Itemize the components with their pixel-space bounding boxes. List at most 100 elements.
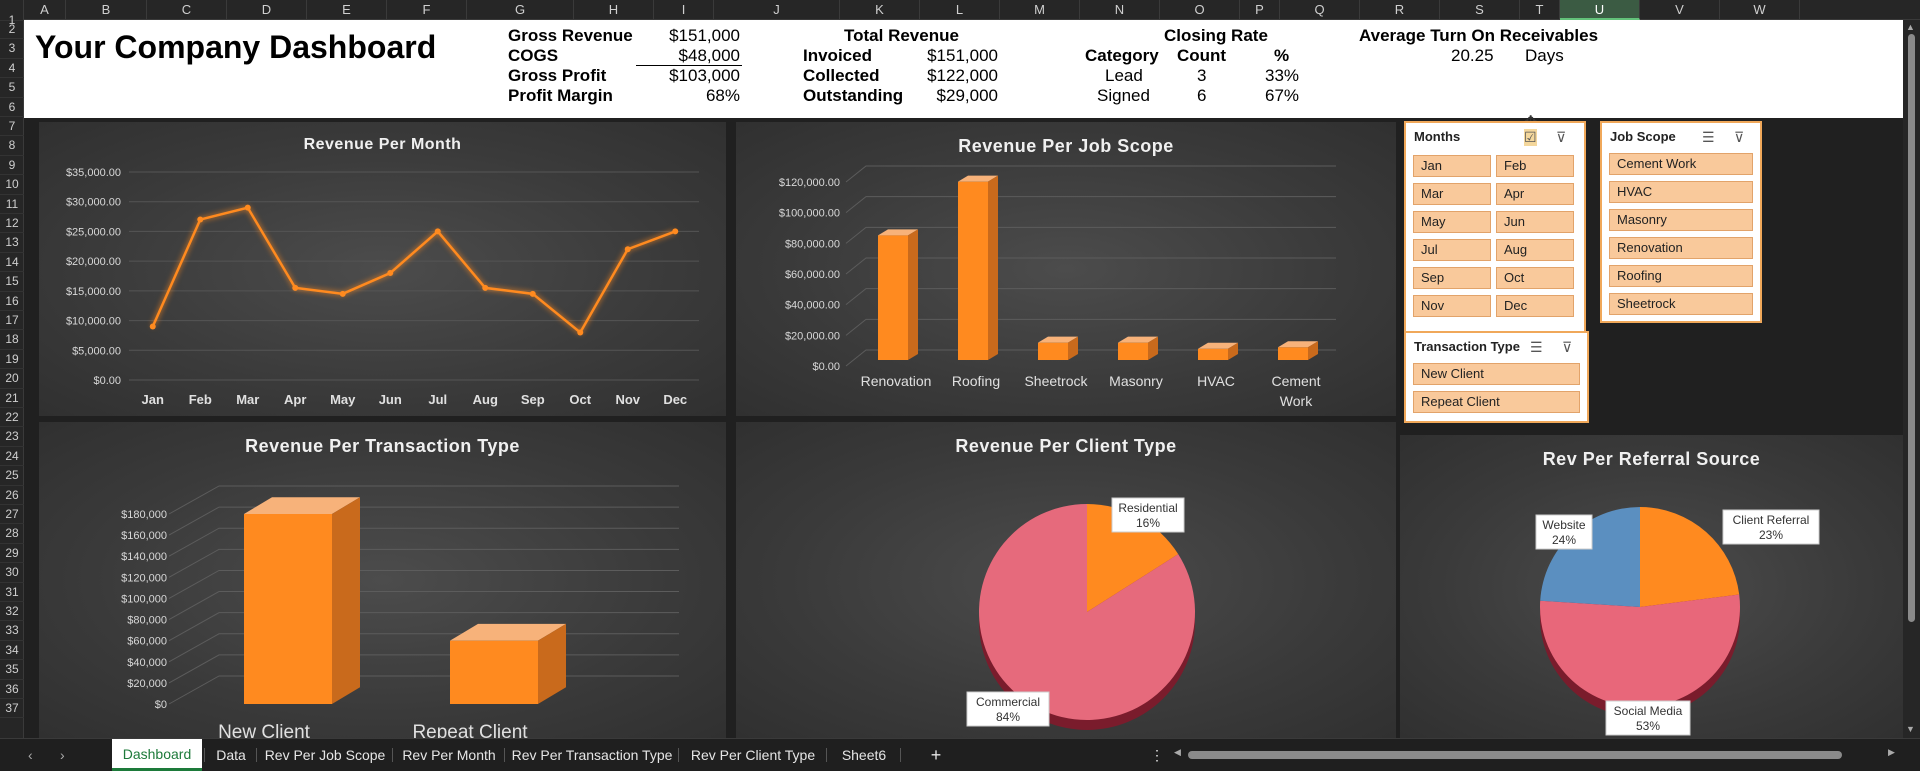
row-header-4[interactable]: 4 <box>0 59 24 79</box>
next-sheet-icon[interactable]: › <box>60 747 65 763</box>
month-option-sep[interactable]: Sep <box>1413 267 1491 289</box>
multi-select-icon[interactable]: ☰ <box>1530 339 1543 355</box>
column-header-s[interactable]: S <box>1440 0 1520 20</box>
month-option-feb[interactable]: Feb <box>1496 155 1574 177</box>
month-option-aug[interactable]: Aug <box>1496 239 1574 261</box>
row-header-23[interactable]: 23 <box>0 427 24 447</box>
revenue-per-transaction-chart[interactable]: Revenue Per Transaction Type $180,000 $16… <box>39 422 726 738</box>
row-header-7[interactable]: 7 <box>0 117 24 137</box>
row-header-34[interactable]: 34 <box>0 641 24 661</box>
column-header-l[interactable]: L <box>920 0 1000 20</box>
scroll-left-icon[interactable]: ◀ <box>1174 747 1181 757</box>
month-option-mar[interactable]: Mar <box>1413 183 1491 205</box>
row-header-22[interactable]: 22 <box>0 408 24 428</box>
row-header-14[interactable]: 14 <box>0 253 24 273</box>
row-header-27[interactable]: 27 <box>0 505 24 525</box>
revenue-per-job-scope-chart[interactable]: Revenue Per Job Scope $120,000.00 $100,00… <box>736 122 1396 416</box>
row-header-31[interactable]: 31 <box>0 583 24 602</box>
multi-select-icon[interactable]: ☰ <box>1702 129 1715 145</box>
column-header-f[interactable]: F <box>387 0 467 20</box>
transaction-option-repeat-client[interactable]: Repeat Client <box>1413 391 1580 413</box>
column-header-b[interactable]: B <box>66 0 147 20</box>
row-header-3[interactable]: 3 <box>0 39 24 59</box>
row-header-9[interactable]: 9 <box>0 156 24 176</box>
row-header-29[interactable]: 29 <box>0 544 24 564</box>
job-scope-option-roofing[interactable]: Roofing <box>1609 265 1753 287</box>
row-header-24[interactable]: 24 <box>0 447 24 467</box>
row-header-33[interactable]: 33 <box>0 621 24 641</box>
month-option-apr[interactable]: Apr <box>1496 183 1574 205</box>
job-scope-option-hvac[interactable]: HVAC <box>1609 181 1753 203</box>
select-all-corner[interactable] <box>0 0 24 20</box>
prev-sheet-icon[interactable]: ‹ <box>28 747 33 763</box>
column-header-n[interactable]: N <box>1080 0 1160 20</box>
add-sheet-icon[interactable]: + <box>930 745 942 765</box>
row-header-32[interactable]: 32 <box>0 602 24 622</box>
column-header-d[interactable]: D <box>227 0 307 20</box>
sheet-tab-data[interactable]: Data <box>216 747 246 763</box>
row-header-2[interactable]: 2 <box>0 20 24 40</box>
column-header-r[interactable]: R <box>1360 0 1440 20</box>
column-header-k[interactable]: K <box>840 0 920 20</box>
column-header-v[interactable]: V <box>1640 0 1720 20</box>
row-header-10[interactable]: 10 <box>0 175 24 195</box>
month-option-jul[interactable]: Jul <box>1413 239 1491 261</box>
job-scope-option-renovation[interactable]: Renovation <box>1609 237 1753 259</box>
column-header-m[interactable]: M <box>1000 0 1080 20</box>
row-header-37[interactable]: 37 <box>0 699 24 719</box>
row-header-1[interactable]: 1 <box>0 14 24 26</box>
month-option-dec[interactable]: Dec <box>1496 295 1574 317</box>
row-header-20[interactable]: 20 <box>0 369 24 389</box>
job-scope-option-sheetrock[interactable]: Sheetrock <box>1609 293 1753 315</box>
sheet-tab-rev-per-job-scope[interactable]: Rev Per Job Scope <box>264 747 386 763</box>
column-header-p[interactable]: P <box>1240 0 1280 20</box>
column-header-g[interactable]: G <box>467 0 574 20</box>
horizontal-scroll-thumb[interactable] <box>1188 751 1842 759</box>
horizontal-scrollbar[interactable]: ◀ ▶ <box>1174 747 1898 761</box>
row-header-36[interactable]: 36 <box>0 680 24 699</box>
row-header-13[interactable]: 13 <box>0 233 24 253</box>
revenue-per-month-chart[interactable]: Revenue Per Month $35,000.00 $30,000.00 $2… <box>39 122 726 416</box>
revenue-per-client-chart[interactable]: Revenue Per Client Type Residential 16% Co… <box>736 422 1396 738</box>
row-header-17[interactable]: 17 <box>0 311 24 331</box>
clear-filter-icon[interactable]: ⊽ <box>1562 339 1573 355</box>
vertical-scroll-thumb[interactable] <box>1908 34 1915 622</box>
column-header-t[interactable]: T <box>1520 0 1560 20</box>
row-header-5[interactable]: 5 <box>0 78 24 98</box>
row-header-26[interactable]: 26 <box>0 486 24 505</box>
row-header-19[interactable]: 19 <box>0 350 24 370</box>
month-option-jun[interactable]: Jun <box>1496 211 1574 233</box>
row-header-21[interactable]: 21 <box>0 389 24 408</box>
column-header-c[interactable]: C <box>147 0 227 20</box>
sheet-tab-rev-per-month[interactable]: Rev Per Month <box>402 747 496 763</box>
row-header-16[interactable]: 16 <box>0 292 24 311</box>
job-scope-slicer[interactable]: Job Scope ☰ ⊽ Cement Work HVAC Masonry Reno… <box>1600 121 1762 323</box>
row-header-30[interactable]: 30 <box>0 563 24 583</box>
row-header-15[interactable]: 15 <box>0 272 24 292</box>
transaction-option-new-client[interactable]: New Client <box>1413 363 1580 385</box>
sheet-tab-sheet6[interactable]: Sheet6 <box>841 747 887 763</box>
scroll-right-icon[interactable]: ▶ <box>1888 747 1895 757</box>
sheet-tab-dashboard[interactable]: Dashboard <box>112 739 202 771</box>
sheet-tab-rev-per-transaction-type[interactable]: Rev Per Transaction Type <box>511 747 673 763</box>
column-header-i[interactable]: I <box>654 0 714 20</box>
months-slicer[interactable]: Months ☑ ⊽ Jan Feb Mar Apr May Jun Jul Aug Sep Oc… <box>1404 121 1586 346</box>
row-header-35[interactable]: 35 <box>0 660 24 680</box>
job-scope-option-masonry[interactable]: Masonry <box>1609 209 1753 231</box>
month-option-jan[interactable]: Jan <box>1413 155 1491 177</box>
column-header-o[interactable]: O <box>1160 0 1240 20</box>
multi-select-icon[interactable]: ☑ <box>1524 129 1537 146</box>
worksheet-dashboard[interactable]: Your Company Dashboard Gross Revenue COG… <box>24 20 1903 738</box>
month-option-nov[interactable]: Nov <box>1413 295 1491 317</box>
column-header-h[interactable]: H <box>574 0 654 20</box>
row-header-8[interactable]: 8 <box>0 136 24 156</box>
row-header-12[interactable]: 12 <box>0 214 24 234</box>
clear-filter-icon[interactable]: ⊽ <box>1734 129 1745 145</box>
sheet-tab-rev-per-client-type[interactable]: Rev Per Client Type <box>690 747 816 763</box>
month-option-oct[interactable]: Oct <box>1496 267 1574 289</box>
column-header-q[interactable]: Q <box>1280 0 1360 20</box>
clear-filter-icon[interactable]: ⊽ <box>1556 129 1567 145</box>
job-scope-option-cement-work[interactable]: Cement Work <box>1609 153 1753 175</box>
column-header-w[interactable]: W <box>1720 0 1800 20</box>
scroll-down-icon[interactable]: ▼ <box>1906 724 1915 734</box>
